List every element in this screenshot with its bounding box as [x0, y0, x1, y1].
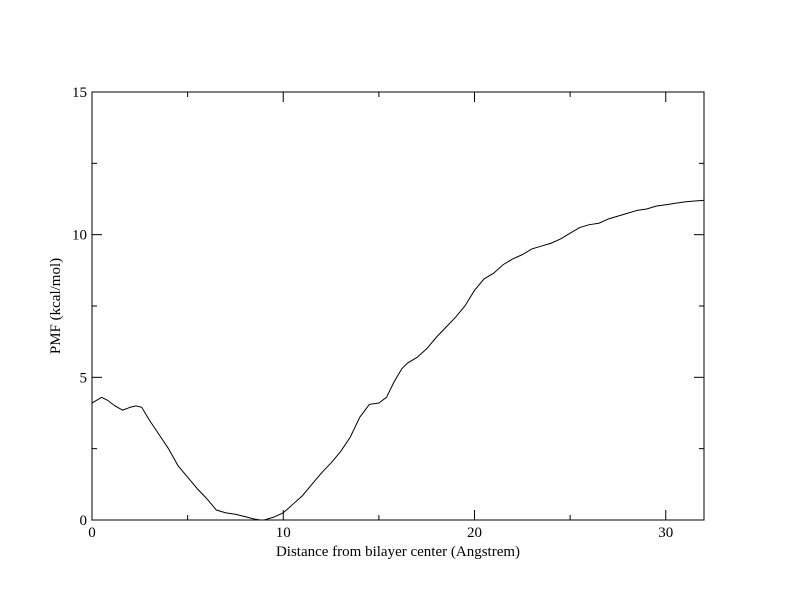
x-tick-label: 20	[467, 525, 482, 541]
y-tick-label: 5	[80, 370, 88, 386]
axis-ticks	[91, 91, 704, 521]
x-tick-label: 0	[88, 525, 96, 541]
x-axis-title: Distance from bilayer center (Angstrem)	[276, 544, 520, 560]
plot-frame	[91, 91, 705, 521]
x-tick-label: 10	[276, 525, 291, 541]
y-tick-label: 0	[80, 513, 88, 529]
tick-labels: 0 10 20 30 0 5 10 15	[72, 85, 673, 541]
x-tick-label: 30	[658, 525, 673, 541]
y-tick-label: 15	[72, 85, 87, 101]
pmf-series-line	[91, 199, 705, 521]
y-axis-title: PMF (kcal/mol)	[48, 258, 64, 354]
y-tick-label: 10	[72, 228, 87, 244]
